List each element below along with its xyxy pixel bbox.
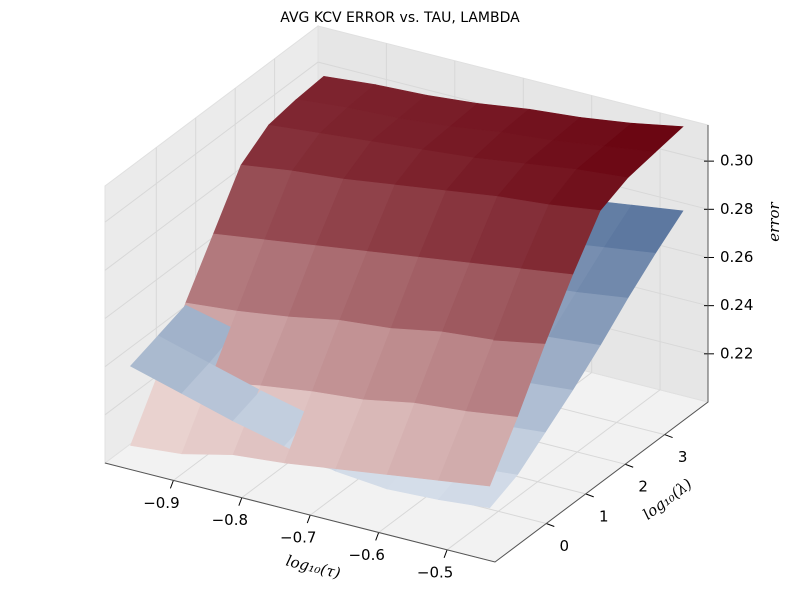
surface-patch — [493, 268, 574, 344]
y-tick — [624, 463, 634, 468]
x-tick — [238, 497, 243, 506]
y-tick — [546, 523, 555, 527]
x-tick — [375, 532, 380, 541]
x-tick-label: −0.6 — [348, 546, 384, 564]
y-tick — [585, 493, 594, 498]
y-tick-label: 2 — [638, 478, 648, 496]
x-tick-label: −0.8 — [212, 511, 248, 529]
x-tick-label: −0.5 — [417, 563, 453, 581]
x-tick — [443, 549, 448, 559]
axis-line — [104, 125, 709, 563]
z-tick-label: 0.30 — [720, 152, 753, 170]
x-tick — [169, 480, 174, 489]
surfaces — [130, 75, 684, 509]
surface-patch — [437, 411, 518, 487]
x-tick-label: −0.7 — [280, 529, 316, 547]
z-tick-label: 0.28 — [720, 200, 753, 218]
x-tick-label: −0.9 — [143, 494, 179, 512]
z-axis-label: error — [765, 201, 783, 241]
z-tick-label: 0.26 — [720, 248, 753, 266]
y-tick-label: 0 — [560, 537, 570, 555]
grid-line — [446, 112, 661, 551]
y-tick — [664, 434, 673, 439]
z-tick-label: 0.24 — [720, 296, 753, 314]
x-tick — [306, 514, 311, 524]
y-tick-label: 1 — [599, 507, 609, 525]
y-tick-label: 3 — [678, 448, 688, 466]
chart-title: AVG KCV ERROR vs. TAU, LAMBDA — [280, 10, 520, 26]
axes: −0.9 −0.8 −0.7 −0.6 −0.5 0 1 2 3 0.22 0.24 0.26 0.28… — [104, 125, 753, 581]
x-axis-label: log₁₀(τ) — [284, 552, 342, 583]
z-tick-label: 0.22 — [720, 344, 753, 362]
